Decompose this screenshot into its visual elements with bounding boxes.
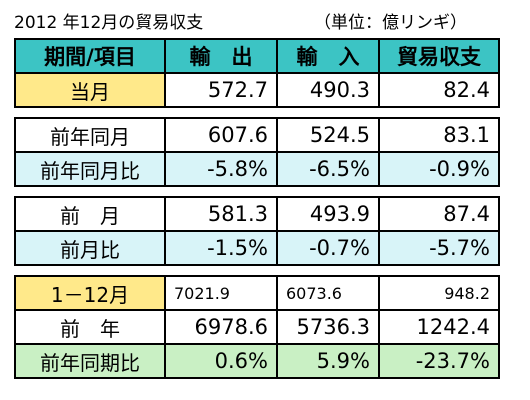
export-value: 0.6% [164, 343, 278, 379]
row-label: 前 年 [14, 309, 166, 345]
table-block-current: 期間/項目 輸 出 輸 入 貿易収支 当月 572.7 490.3 82.4 [14, 38, 500, 108]
table-row: 当月 572.7 490.3 82.4 [14, 72, 500, 108]
table-row: 前年同月比 -5.8% -6.5% -0.9% [14, 151, 500, 187]
balance-value: 87.4 [378, 196, 500, 232]
import-value: 5.9% [276, 343, 380, 379]
title-unit: （単位：億リンギ） [314, 13, 467, 33]
table-row: 前 年 6978.6 5736.3 1242.4 [14, 309, 500, 345]
export-value: -1.5% [164, 230, 278, 266]
row-label: 前年同期比 [14, 343, 166, 379]
export-value: 572.7 [164, 72, 278, 108]
table-block-prev-year: 前年同月 607.6 524.5 83.1 前年同月比 -5.8% -6.5% … [14, 117, 500, 187]
header-import: 輸 入 [276, 38, 380, 74]
import-value: 524.5 [276, 117, 380, 153]
import-value: 5736.3 [276, 309, 380, 345]
row-label: 1－12月 [14, 275, 166, 311]
balance-value: -0.9% [378, 151, 500, 187]
balance-value: 1242.4 [378, 309, 500, 345]
header-balance: 貿易収支 [378, 38, 500, 74]
import-value: -0.7% [276, 230, 380, 266]
title-main: 2012 年12月の貿易収支 [14, 13, 204, 33]
table-block-prev-month: 前 月 581.3 493.9 87.4 前月比 -1.5% -0.7% -5.… [14, 196, 500, 266]
row-label: 前年同月比 [14, 151, 166, 187]
import-value: 493.9 [276, 196, 380, 232]
table-row: 前年同期比 0.6% 5.9% -23.7% [14, 343, 500, 379]
balance-value: -23.7% [378, 343, 500, 379]
balance-value: -5.7% [378, 230, 500, 266]
header-export: 輸 出 [164, 38, 278, 74]
export-value: -5.8% [164, 151, 278, 187]
import-value: 490.3 [276, 72, 380, 108]
row-label: 前 月 [14, 196, 166, 232]
balance-value: 83.1 [378, 117, 500, 153]
row-label: 前月比 [14, 230, 166, 266]
table-row: 前月比 -1.5% -0.7% -5.7% [14, 230, 500, 266]
import-value: 6073.6 [276, 275, 380, 311]
row-label: 前年同月 [14, 117, 166, 153]
table-block-annual: 1－12月 7021.9 6073.6 948.2 前 年 6978.6 573… [14, 275, 500, 379]
export-value: 6978.6 [164, 309, 278, 345]
table-row: 1－12月 7021.9 6073.6 948.2 [14, 275, 500, 311]
export-value: 7021.9 [164, 275, 278, 311]
table-title: 2012 年12月の貿易収支 （単位：億リンギ） [14, 8, 520, 34]
export-value: 607.6 [164, 117, 278, 153]
import-value: -6.5% [276, 151, 380, 187]
row-label: 当月 [14, 72, 166, 108]
header-row: 期間/項目 輸 出 輸 入 貿易収支 [14, 38, 500, 74]
table-row: 前年同月 607.6 524.5 83.1 [14, 117, 500, 153]
balance-value: 82.4 [378, 72, 500, 108]
header-period: 期間/項目 [14, 38, 166, 74]
export-value: 581.3 [164, 196, 278, 232]
table-row: 前 月 581.3 493.9 87.4 [14, 196, 500, 232]
balance-value: 948.2 [378, 275, 500, 311]
